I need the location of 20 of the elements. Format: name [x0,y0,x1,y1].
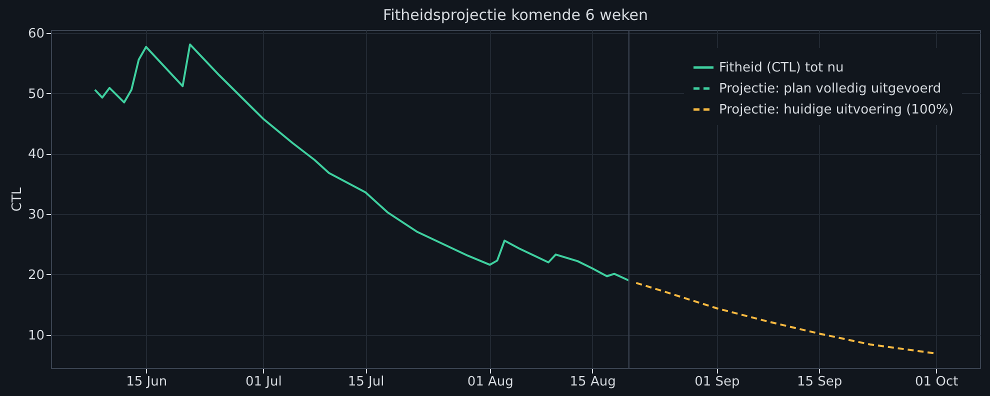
legend-label: Fitheid (CTL) tot nu [719,60,844,76]
x-tick-label: 01 Sep [694,374,740,390]
line-series [94,43,630,282]
y-axis-title: CTL [10,186,25,212]
x-tick-label: 15 Aug [570,374,616,390]
y-tick-label: 50 [28,86,44,102]
y-tick-label: 60 [28,26,44,42]
legend-label: Projectie: plan volledig uitgevoerd [719,82,942,96]
y-tick-label: 30 [28,208,44,223]
x-tick-label: 01 Oct [915,374,958,390]
x-tick-label: 01 Aug [467,374,514,390]
x-tick-label: 15 Sep [796,374,842,390]
x-tick-label: 15 Jul [348,374,384,390]
y-tick-label: 20 [28,268,44,283]
legend-label: Projectie: huidige uitvoering (100%) [719,102,954,118]
chart-title: Fitheidsprojectie komende 6 weken [383,6,648,24]
x-tick-label: 15 Jun [126,374,168,390]
y-tick-label: 10 [28,328,44,344]
y-tick-label: 40 [28,147,44,162]
x-tick-label: 01 Jul [245,374,282,390]
